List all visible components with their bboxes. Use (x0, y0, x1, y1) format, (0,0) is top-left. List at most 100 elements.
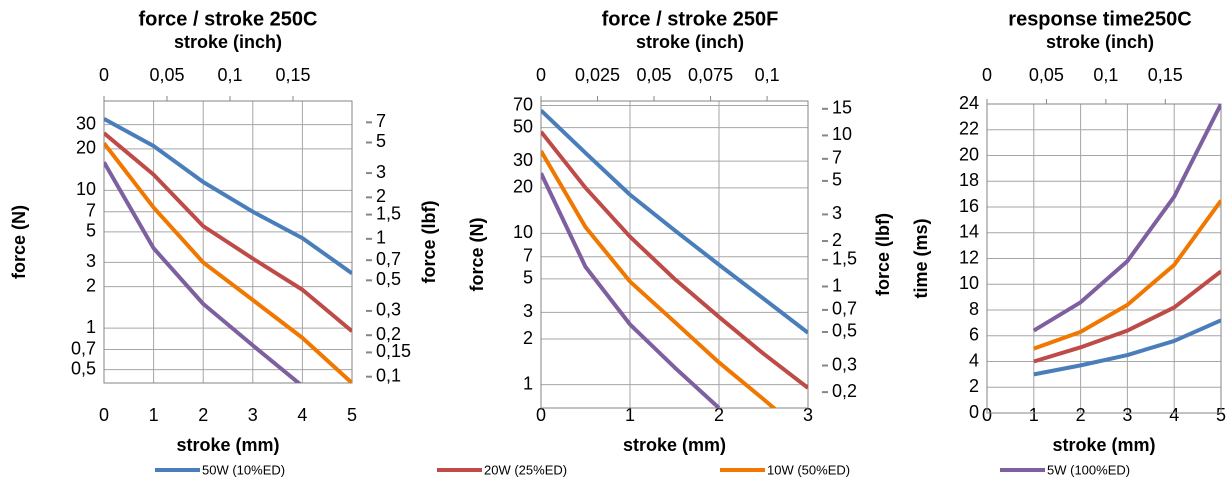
y-tick-label: 1 (86, 317, 96, 337)
y-tick-label: 22 (959, 119, 979, 139)
y-axis-label: force (N) (9, 205, 29, 279)
legend-label: 5W (100%ED) (1047, 462, 1130, 477)
y-tick-label: 20 (76, 138, 96, 158)
x2-tick-label: 0 (536, 65, 546, 85)
y2-tick-label: 0,5 (832, 321, 857, 341)
x-tick-label: 0 (99, 405, 109, 425)
series-line (1033, 269, 1221, 364)
y-tick-label: 50 (513, 116, 533, 136)
y-tick-label: 12 (959, 247, 979, 267)
x-axis-label: stroke (mm) (623, 435, 726, 455)
legend-label: 20W (25%ED) (484, 462, 567, 477)
y2-tick-label: 2 (376, 186, 386, 206)
x2-tick-label: 0 (982, 65, 992, 85)
y-tick-label: 3 (86, 251, 96, 271)
y2-tick-label: 10 (832, 124, 852, 144)
x-axis-label: stroke (mm) (1052, 435, 1155, 455)
series-line (104, 161, 302, 383)
x-tick-label: 1 (149, 405, 159, 425)
y-tick-label: 10 (513, 222, 533, 242)
y2-axis-label: force (lbf) (873, 213, 893, 296)
y-tick-label: 5 (523, 268, 533, 288)
y2-tick-label: 15 (832, 98, 852, 118)
chart-title: response time250C (1008, 8, 1191, 30)
legend-label: 10W (50%ED) (767, 462, 850, 477)
series-line (541, 150, 777, 408)
y2-tick-label: 7 (376, 111, 386, 131)
x-tick-label: 3 (248, 405, 258, 425)
y2-tick-label: 1 (376, 228, 386, 248)
x2-tick-label: 0,05 (637, 65, 672, 85)
x-tick-label: 2 (1076, 405, 1086, 425)
y-tick-label: 18 (959, 170, 979, 190)
y-axis-label: time (ms) (911, 218, 931, 298)
x-tick-label: 2 (198, 405, 208, 425)
y-tick-label: 2 (86, 275, 96, 295)
y2-tick-label: 2 (832, 230, 842, 250)
series-line (541, 172, 721, 408)
y-tick-label: 14 (959, 222, 979, 242)
x2-tick-label: 0,15 (1148, 65, 1183, 85)
y2-tick-label: 3 (376, 162, 386, 182)
y2-tick-label: 0,5 (376, 269, 401, 289)
y-tick-label: 0,5 (71, 358, 96, 378)
y-tick-label: 30 (513, 150, 533, 170)
x2-tick-label: 0,1 (217, 65, 242, 85)
x-tick-label: 4 (297, 405, 307, 425)
y-tick-label: 5 (86, 221, 96, 241)
y2-tick-label: 0,7 (376, 249, 401, 269)
x-tick-label: 0 (982, 405, 992, 425)
y-axis-label: force (N) (467, 217, 487, 291)
x2-axis-label: stroke (inch) (1046, 32, 1154, 52)
series-line (104, 141, 352, 383)
y-tick-label: 10 (959, 273, 979, 293)
x-tick-label: 3 (803, 405, 813, 425)
y-tick-label: 30 (76, 113, 96, 133)
chart-title: force / stroke 250F (602, 8, 779, 30)
y-tick-label: 7 (523, 246, 533, 266)
x2-tick-label: 0,15 (275, 65, 310, 85)
series-line (1032, 104, 1221, 333)
y-tick-label: 7 (86, 200, 96, 220)
x-axis-label: stroke (mm) (176, 435, 279, 455)
y-tick-label: 8 (969, 299, 979, 319)
y-tick-label: 1 (523, 373, 533, 393)
x-tick-label: 3 (1122, 405, 1132, 425)
y2-tick-label: 5 (832, 170, 842, 190)
y2-tick-label: 0,15 (376, 341, 411, 361)
x-tick-label: 2 (714, 405, 724, 425)
y-tick-label: 4 (969, 350, 979, 370)
x2-tick-label: 0,075 (688, 65, 733, 85)
y2-axis-label: force (lbf) (419, 200, 439, 283)
y2-tick-label: 7 (832, 148, 842, 168)
y-tick-label: 0 (969, 402, 979, 422)
y-tick-label: 20 (959, 144, 979, 164)
x2-tick-label: 0,1 (755, 65, 780, 85)
x2-tick-label: 0 (99, 65, 109, 85)
series-line (541, 130, 808, 390)
x-tick-label: 1 (1029, 405, 1039, 425)
y-tick-label: 10 (76, 179, 96, 199)
y2-tick-label: 1,5 (376, 203, 401, 223)
y-tick-label: 16 (959, 196, 979, 216)
x-tick-label: 4 (1169, 405, 1179, 425)
x-tick-label: 0 (536, 405, 546, 425)
y2-tick-label: 3 (832, 203, 842, 223)
y2-tick-label: 1 (832, 275, 842, 295)
y2-tick-label: 5 (376, 131, 386, 151)
series-line (104, 131, 352, 333)
y-tick-label: 2 (523, 328, 533, 348)
legend-label: 50W (10%ED) (202, 462, 285, 477)
y-tick-label: 2 (969, 376, 979, 396)
y2-tick-label: 0,1 (376, 365, 401, 385)
y2-tick-label: 0,7 (832, 299, 857, 319)
y2-tick-label: 1,5 (832, 249, 857, 269)
x2-axis-label: stroke (inch) (636, 32, 744, 52)
y-tick-label: 24 (959, 93, 979, 113)
x-tick-label: 1 (625, 405, 635, 425)
series-line (1033, 318, 1221, 377)
y-tick-label: 6 (969, 325, 979, 345)
x-tick-label: 5 (1216, 405, 1226, 425)
y2-tick-label: 0,2 (832, 381, 857, 401)
